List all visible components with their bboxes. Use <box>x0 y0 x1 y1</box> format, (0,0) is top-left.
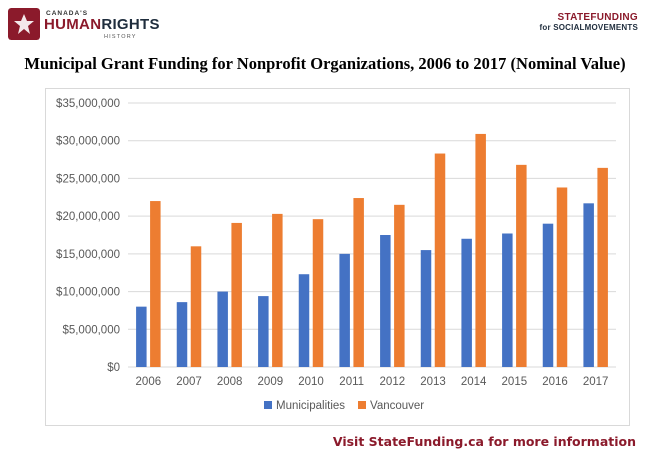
y-tick-label: $25,000,000 <box>56 173 120 185</box>
legend-label: Municipalities <box>276 400 345 412</box>
bar-vancouver-2007 <box>190 246 202 367</box>
bar-vancouver-2015 <box>516 164 527 367</box>
bar-municipalities-2009 <box>258 296 269 367</box>
x-tick-label: 2010 <box>298 376 324 388</box>
bar-municipalities-2016 <box>542 223 554 367</box>
x-tick-label: 2006 <box>136 376 162 388</box>
y-tick-label: $0 <box>107 362 120 374</box>
x-tick-label: 2009 <box>258 376 284 388</box>
bar-municipalities-2015 <box>502 233 513 367</box>
legend-swatch <box>358 401 366 409</box>
footer-link-text: Visit StateFunding.ca for more informati… <box>332 434 636 449</box>
logo-main-text: HUMANRIGHTS <box>44 16 160 33</box>
chart-area: $0 $5,000,000 $10,000,000 $15,000,000 $20,00… <box>45 88 630 426</box>
bar-municipalities-2014 <box>461 238 472 367</box>
canadas-human-rights-history-logo: CANADA'S HUMANRIGHTS HISTORY <box>8 8 160 44</box>
bar-chart: $0 $5,000,000 $10,000,000 $15,000,000 $20,00… <box>56 98 616 412</box>
y-tick-label: $20,000,000 <box>56 211 120 223</box>
x-tick-label: 2014 <box>461 376 487 388</box>
bar-vancouver-2017 <box>597 167 608 367</box>
bar-vancouver-2012 <box>394 204 405 367</box>
logo-bottom-text: HISTORY <box>104 34 137 40</box>
bar-municipalities-2007 <box>176 302 188 367</box>
bar-municipalities-2012 <box>380 235 391 367</box>
bar-vancouver-2013 <box>434 153 446 367</box>
x-tick-label: 2008 <box>217 376 243 388</box>
chart-title: Municipal Grant Funding for Nonprofit Or… <box>24 54 626 73</box>
bar-vancouver-2008 <box>231 222 242 367</box>
x-tick-label: 2011 <box>339 376 364 388</box>
legend-label: Vancouver <box>370 400 424 412</box>
statefunding-logo-line2: for SOCIALMOVEMENTS <box>539 23 638 32</box>
bar-municipalities-2017 <box>583 203 594 367</box>
bar-municipalities-2010 <box>298 274 310 367</box>
y-tick-label: $10,000,000 <box>56 287 120 299</box>
logo-top-text: CANADA'S <box>46 10 89 17</box>
x-tick-label: 2007 <box>176 376 202 388</box>
bar-vancouver-2016 <box>556 187 568 367</box>
bar-vancouver-2009 <box>272 213 283 367</box>
logo-main-b: RIGHTS <box>101 16 160 33</box>
y-tick-label: $15,000,000 <box>56 249 120 261</box>
bar-municipalities-2008 <box>217 291 228 367</box>
bar-vancouver-2006 <box>150 201 161 367</box>
y-tick-label: $5,000,000 <box>62 324 120 336</box>
x-tick-label: 2016 <box>542 376 568 388</box>
bar-vancouver-2010 <box>312 219 324 367</box>
x-tick-label: 2013 <box>420 376 446 388</box>
x-tick-label: 2015 <box>502 376 528 388</box>
bar-municipalities-2013 <box>420 250 432 367</box>
y-tick-label: $30,000,000 <box>56 136 120 148</box>
bar-municipalities-2011 <box>339 253 350 367</box>
statefunding-logo-line1: STATEFUNDING <box>557 12 638 23</box>
logo-seal-icon <box>8 8 40 40</box>
logo-main-a: HUMAN <box>44 16 102 33</box>
y-tick-label: $35,000,000 <box>56 98 120 110</box>
x-tick-label: 2017 <box>583 376 609 388</box>
bar-vancouver-2014 <box>475 133 486 367</box>
x-tick-label: 2012 <box>380 376 406 388</box>
bar-municipalities-2006 <box>136 306 147 367</box>
bar-vancouver-2011 <box>353 198 364 367</box>
statefunding-logo: STATEFUNDING for SOCIALMOVEMENTS <box>518 12 638 32</box>
legend-swatch <box>264 401 272 409</box>
